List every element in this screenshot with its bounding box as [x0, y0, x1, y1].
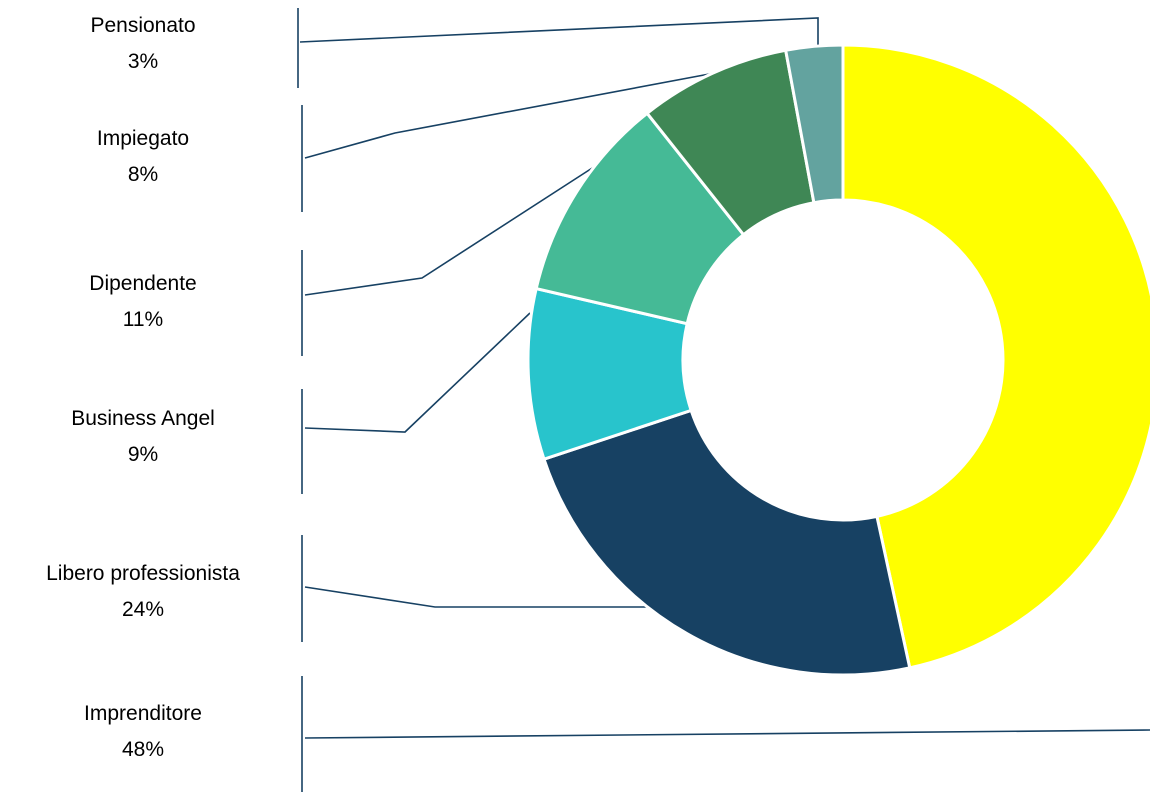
percent-label-imprenditore: 48% — [122, 738, 164, 761]
callout-leader-impiegato — [304, 71, 721, 159]
callout-leader-business-angel — [304, 312, 531, 433]
callout-leader-imprenditore — [304, 729, 1150, 739]
category-label-pensionato: Pensionato — [90, 14, 195, 37]
donut-slices — [526, 43, 1150, 677]
slice-pensionato — [783, 43, 845, 205]
percent-label-impiegato: 8% — [128, 163, 158, 186]
category-label-imprenditore: Imprenditore — [84, 702, 202, 725]
category-label-impiegato: Impiegato — [97, 127, 189, 150]
category-label-libero-professionista: Libero professionista — [46, 562, 240, 585]
slice-libero-professionista — [542, 408, 912, 677]
callout-lines — [297, 8, 1150, 792]
callout-leader-dipendente — [304, 162, 601, 296]
percent-label-libero-professionista: 24% — [122, 598, 164, 621]
percent-label-business-angel: 9% — [128, 443, 158, 466]
callout-leader-pensionato — [299, 17, 819, 50]
slice-imprenditore — [841, 43, 1150, 670]
category-labels: Imprenditore 48% Libero professionista 24% B… — [46, 14, 240, 761]
category-label-dipendente: Dipendente — [89, 272, 196, 295]
percent-label-pensionato: 3% — [128, 50, 158, 73]
callout-leader-libero-professionista — [304, 586, 648, 608]
percent-label-dipendente: 11% — [123, 308, 163, 331]
category-label-business-angel: Business Angel — [71, 407, 215, 430]
